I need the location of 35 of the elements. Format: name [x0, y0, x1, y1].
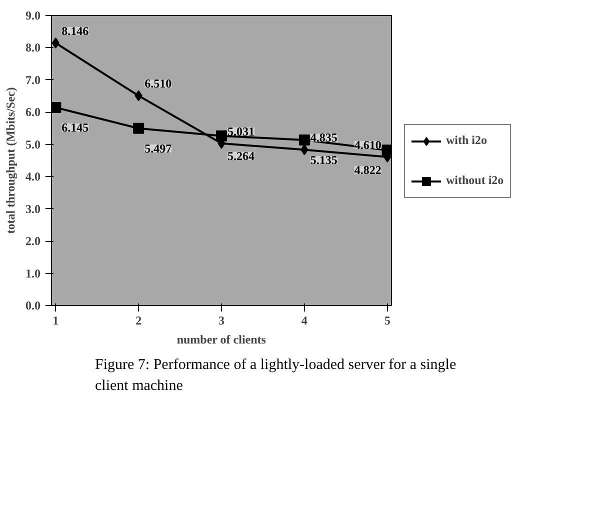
point	[133, 122, 144, 134]
legend-label: without i2o	[446, 173, 504, 188]
data-label: 5.497	[144, 141, 172, 156]
data-label: 4.610	[354, 138, 382, 152]
y-tick-label: 7.0	[26, 72, 40, 87]
y-tick-label: 3.0	[26, 202, 40, 216]
x-tick-label: 4	[301, 314, 308, 328]
y-tick-label: 1.0	[26, 266, 40, 280]
legend-label: with i2o	[446, 133, 488, 148]
caption: Figure 7: Performance of a lightly-loaded server for a single client machine	[95, 356, 458, 396]
y-tick-label: 2.0	[26, 234, 40, 248]
point	[382, 144, 392, 156]
data-label: 6.145	[62, 120, 89, 134]
x-tick-label: 1	[52, 314, 59, 328]
y-tick-label: 6.0	[26, 105, 40, 120]
point	[52, 102, 62, 113]
y-tick-label: 9.0	[26, 8, 40, 22]
y-tick-label: 5.0	[26, 137, 40, 152]
data-label: 4.822	[354, 163, 382, 178]
data-label: 6.510	[144, 76, 172, 91]
x-tick-label: 3	[218, 314, 224, 328]
x-tick-label: 5	[384, 314, 390, 328]
y-tick-label: 0.0	[26, 298, 40, 312]
y-axis-title: total throughput (Mbits/Sec)	[4, 87, 18, 234]
y-tick-label: 8.0	[26, 40, 40, 55]
point	[298, 134, 310, 146]
x-axis-title: number of clients	[176, 332, 266, 346]
x-tick-label: 2	[136, 314, 142, 328]
data-label: 5.031	[228, 124, 254, 138]
point	[216, 130, 227, 142]
data-label: 8.146	[62, 24, 89, 38]
data-label: 5.135	[310, 153, 338, 168]
data-label: 4.835	[310, 130, 338, 145]
data-label: 5.264	[228, 148, 254, 163]
y-tick-label: 4.0	[26, 170, 40, 184]
